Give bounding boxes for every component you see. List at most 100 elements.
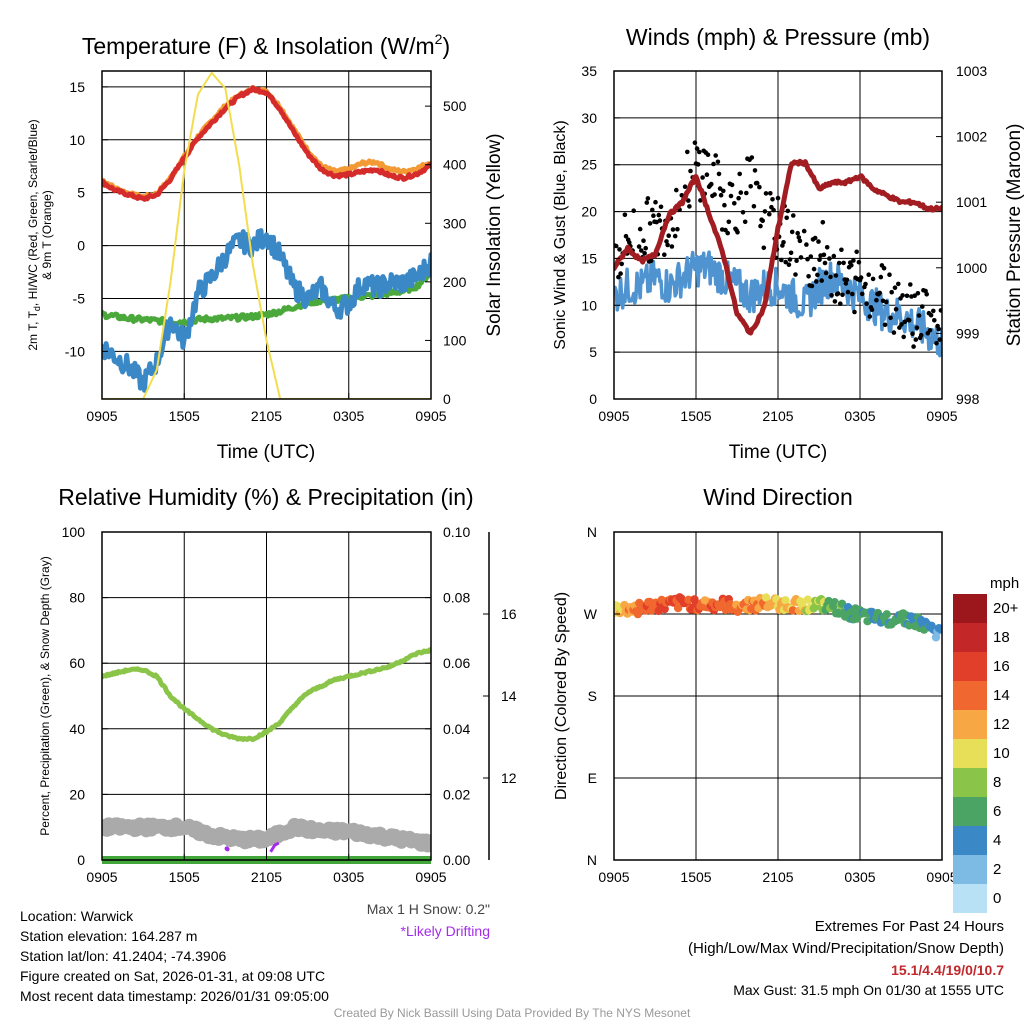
gust-point (637, 226, 643, 232)
gust-point (664, 239, 669, 244)
max-gust: Max Gust: 31.5 mph On 01/30 at 1555 UTC (733, 982, 1004, 998)
gust-point (729, 182, 735, 188)
gust-point (781, 240, 786, 245)
colorbar-label: 18 (993, 629, 1010, 646)
gust-point (887, 272, 892, 278)
gust-point (938, 308, 942, 313)
gust-point (796, 235, 802, 240)
gust-point (718, 192, 724, 198)
y-tick-label-right: 0.10 (443, 524, 470, 540)
gust-point (844, 277, 850, 283)
gust-point (831, 253, 837, 259)
gust-point (656, 212, 662, 218)
gust-point (694, 146, 700, 151)
gust-point (816, 239, 821, 244)
gust-point (669, 244, 675, 249)
gust-point (735, 230, 740, 235)
gust-point (817, 257, 822, 263)
gust-point (806, 274, 811, 279)
y-tick-label: N (587, 524, 597, 540)
gust-point (891, 330, 897, 335)
station-latlon: Station lat/lon: 41.2404; -74.3906 (20, 948, 227, 964)
recent-timestamp: Most recent data timestamp: 2026/01/31 0… (20, 988, 329, 1004)
gust-point (666, 233, 671, 238)
gust-point (783, 259, 788, 265)
x-tick-label: 0905 (598, 408, 629, 424)
gust-point (713, 153, 718, 158)
colorbar-label: 4 (993, 832, 1001, 849)
gust-point (835, 291, 841, 296)
temperature-ylabel-line2: & 9m T (Orange) (40, 190, 54, 280)
gust-point (643, 245, 648, 251)
gust-point (893, 307, 899, 312)
x-tick-label: 2105 (251, 408, 282, 424)
gust-point (793, 272, 798, 277)
gust-point (912, 293, 917, 299)
y-tick-label-right: 0.06 (443, 655, 470, 671)
gust-point (913, 337, 919, 342)
wind-direction-title: Wind Direction (703, 484, 853, 510)
y-tick-label-right: 1000 (956, 260, 987, 276)
gust-point (665, 242, 670, 248)
gust-point (692, 140, 698, 145)
gust-point (869, 307, 875, 313)
humidity-ylabel: Percent, Precipitation (Green), & Snow D… (38, 556, 52, 835)
gust-point (725, 230, 730, 236)
y-tick-label: N (587, 852, 597, 868)
gust-point (760, 218, 765, 224)
y-tick-label: 60 (69, 655, 85, 671)
gust-point (748, 184, 753, 189)
windchill-line (102, 228, 431, 393)
colorbar-swatch (953, 884, 987, 913)
colorbar-swatch (953, 797, 987, 826)
temperature-title: Temperature (F) & Insolation (W/m2) (82, 31, 450, 59)
gust-point (820, 220, 826, 225)
pressure-line (614, 158, 942, 336)
direction-point (684, 595, 693, 604)
gust-point (697, 149, 702, 155)
gust-point (775, 195, 781, 201)
gust-point (717, 186, 723, 191)
speed-colorbar: mph 20+ 18 16 14 12 10 8 6 4 2 0 (953, 575, 1019, 913)
colorbar-swatch (953, 594, 987, 623)
gust-point (924, 292, 929, 297)
gust-point (824, 245, 830, 250)
y-tick-label-right: 300 (443, 215, 467, 231)
y-tick-label-right: 0 (443, 391, 451, 407)
gust-point (821, 252, 827, 258)
colorbar-label: 14 (993, 687, 1010, 704)
y-tick-label: 20 (581, 204, 597, 220)
gust-point (722, 202, 727, 208)
snow-info: Max 1 H Snow: 0.2" *Likely Drifting (330, 898, 490, 942)
direction-point (788, 606, 798, 615)
gust-point (828, 274, 833, 280)
pressure-ylabel: Station Pressure (Maroon) (1004, 124, 1024, 347)
gust-point (616, 274, 621, 280)
gust-point (709, 181, 714, 187)
gust-point (908, 282, 913, 287)
winds-ylabel: Sonic Wind & Gust (Blue, Black) (552, 120, 569, 349)
y-tick-label: 15 (69, 79, 85, 95)
gust-point (636, 244, 642, 249)
winds-panel: Winds (mph) & Pressure (mb) 35 30 25 20 15 10… (552, 24, 1024, 463)
gust-point (840, 292, 845, 298)
gust-point (812, 235, 818, 241)
gust-point (882, 322, 888, 328)
drifting-marker (225, 846, 230, 852)
y-tick-label-right: 400 (443, 157, 467, 173)
gust-point (900, 293, 905, 298)
x-tick-label: 0905 (926, 869, 957, 885)
gust-point (651, 213, 656, 218)
y-tick-label-right: 1003 (956, 63, 987, 79)
x-tick-label: 0905 (415, 869, 446, 885)
x-tick-label: 0905 (926, 408, 957, 424)
colorbar-label: 8 (993, 774, 1001, 791)
direction-point (673, 603, 683, 613)
gust-point (644, 200, 650, 205)
wind-direction-panel: Wind Direction N W S E N 0905 1505 2105 0305 090… (553, 484, 1019, 913)
gust-point (870, 276, 876, 282)
direction-point (660, 604, 669, 614)
x-tick-label: 1505 (169, 408, 200, 424)
gust-point (877, 290, 882, 296)
